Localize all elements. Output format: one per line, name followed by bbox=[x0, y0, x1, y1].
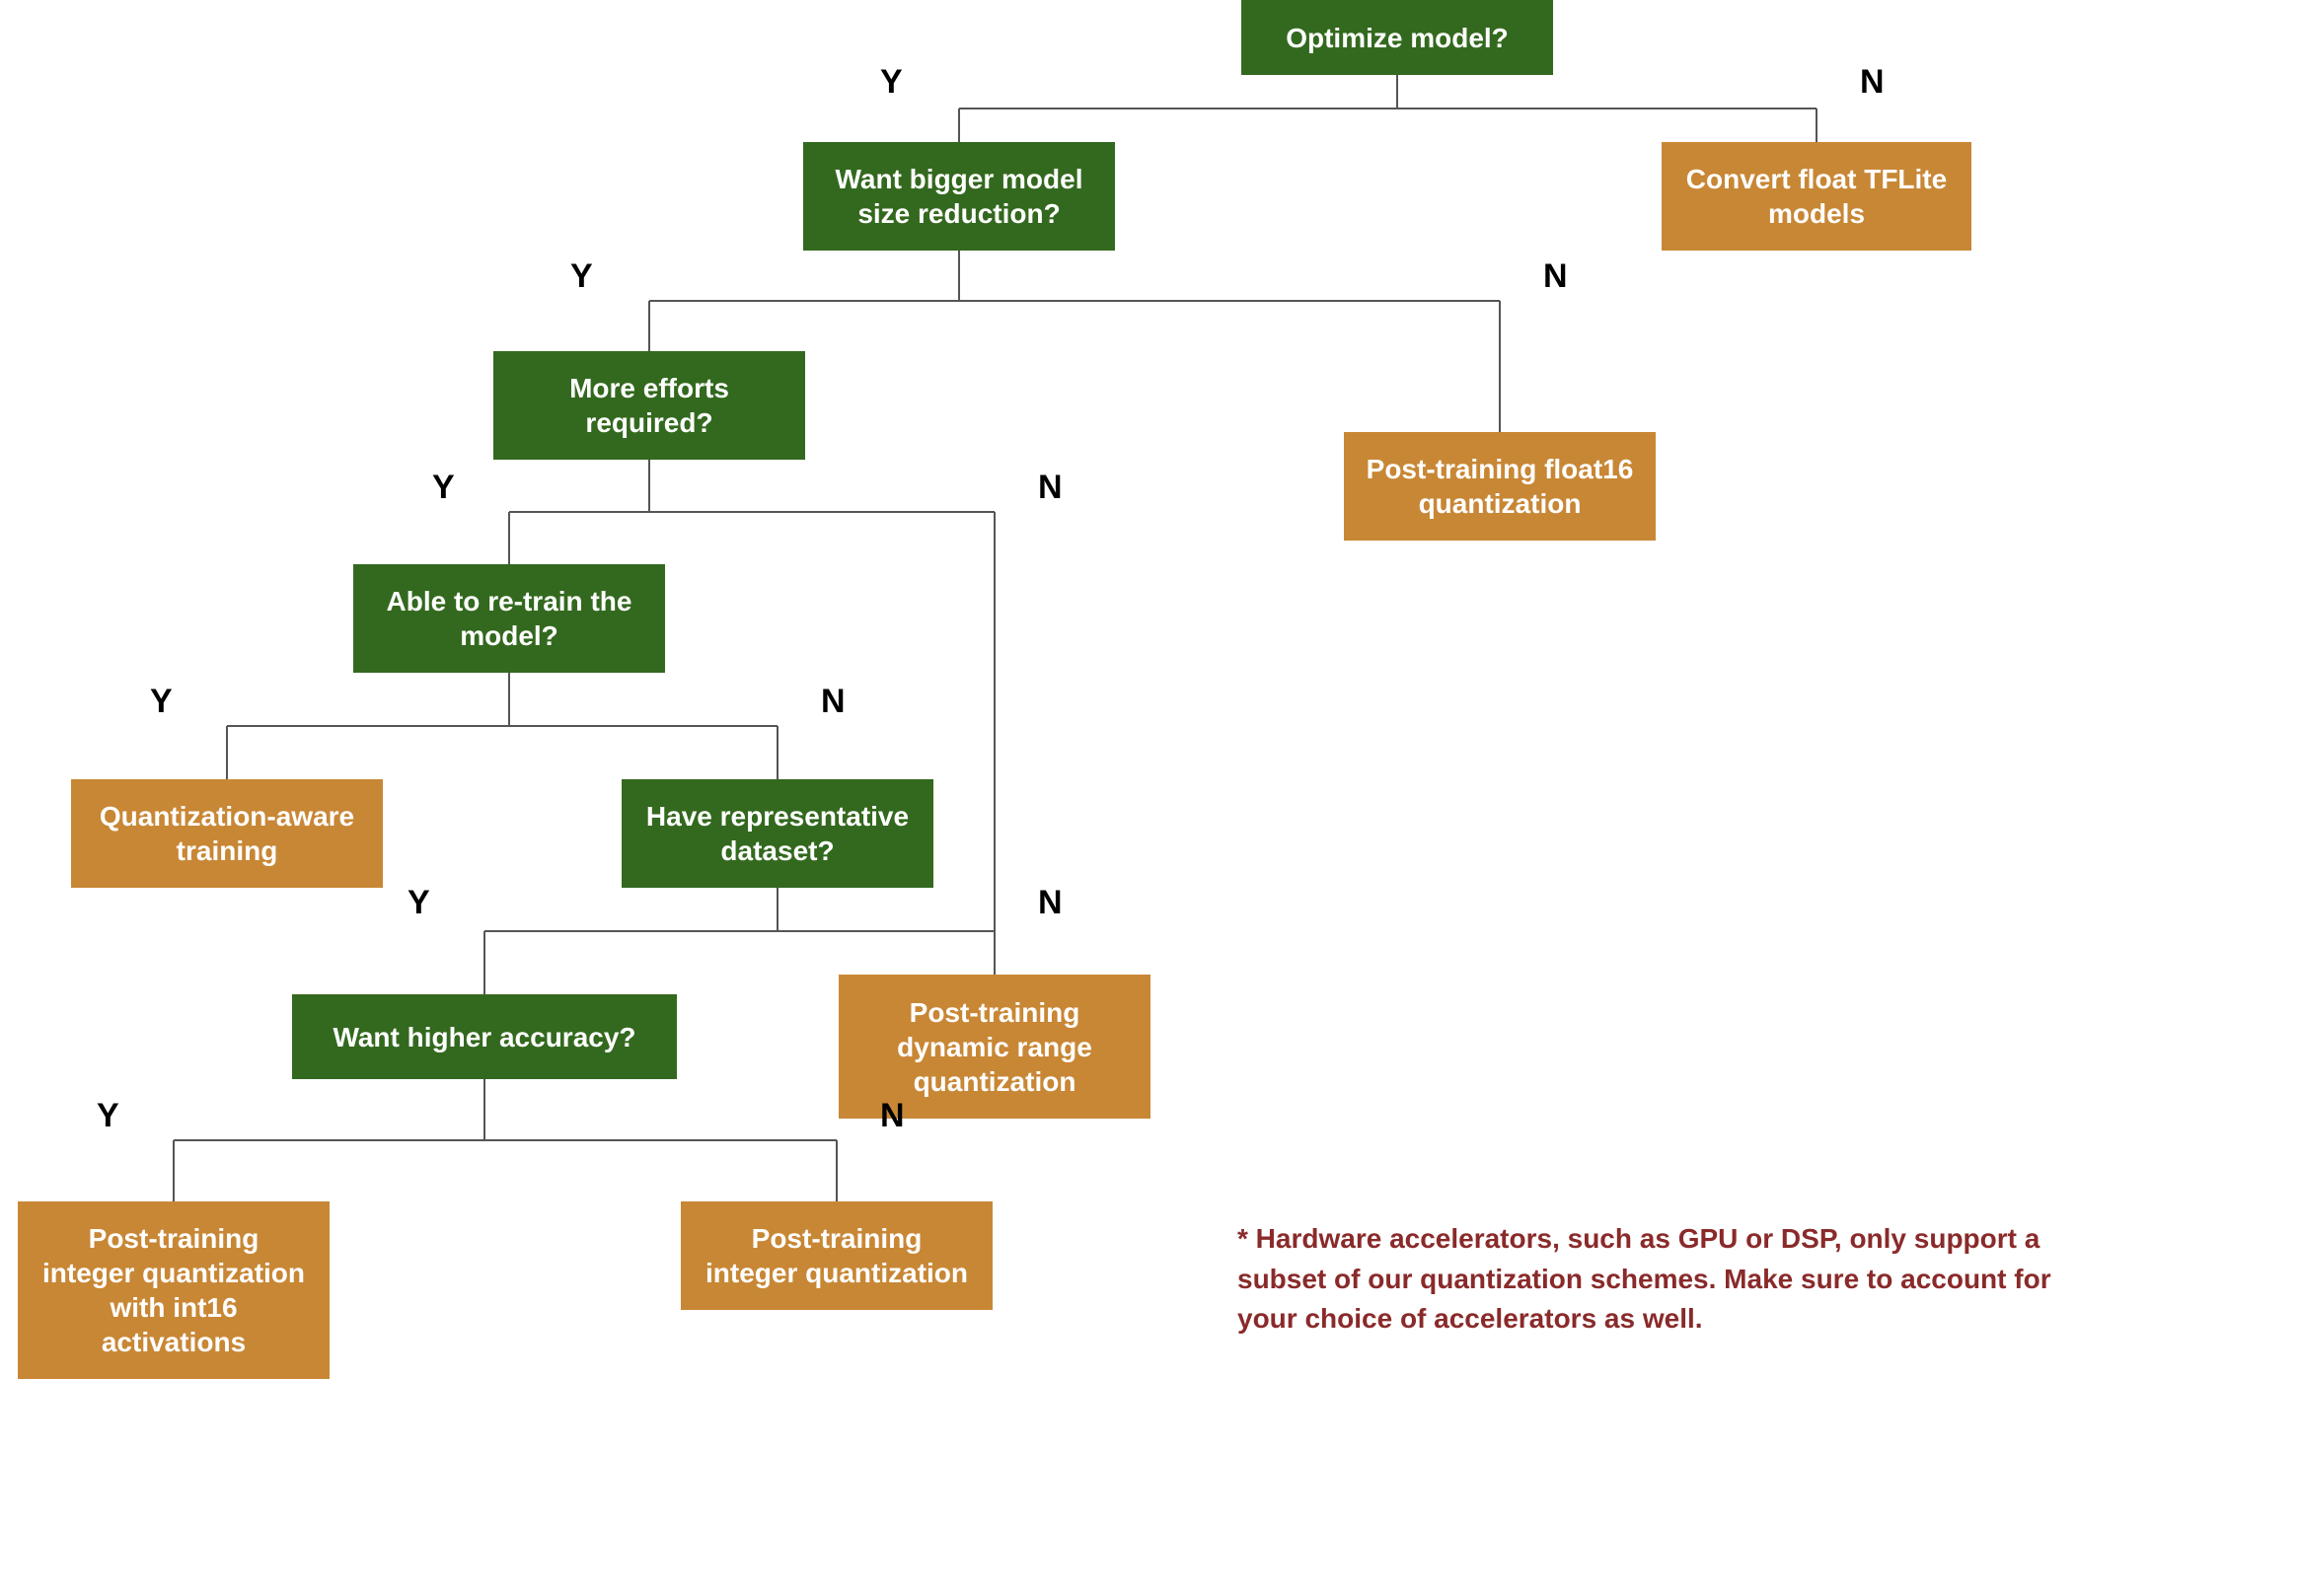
terminal-node-qat: Quantization-aware training bbox=[71, 779, 383, 888]
node-label: Post-training float16 quantization bbox=[1366, 452, 1634, 521]
node-label: Quantization-aware training bbox=[93, 799, 361, 868]
footnote: * Hardware accelerators, such as GPU or … bbox=[1237, 1219, 2056, 1340]
edge-label-n: N bbox=[1038, 884, 1063, 922]
edge-label-n: N bbox=[1038, 469, 1063, 507]
decision-node-optimize: Optimize model? bbox=[1241, 0, 1553, 75]
decision-node-accuracy: Want higher accuracy? bbox=[292, 994, 677, 1079]
node-label: More efforts required? bbox=[515, 371, 783, 440]
node-label: Convert float TFLite models bbox=[1683, 162, 1950, 231]
decision-node-efforts: More efforts required? bbox=[493, 351, 805, 460]
decision-node-retrain: Able to re-train the model? bbox=[353, 564, 665, 673]
node-label: Want bigger model size reduction? bbox=[825, 162, 1093, 231]
edge-label-y: Y bbox=[570, 257, 593, 296]
terminal-node-pt_float16: Post-training float16 quantization bbox=[1344, 432, 1656, 541]
node-label: Post-training integer quantization bbox=[703, 1221, 971, 1290]
edge-label-y: Y bbox=[408, 884, 430, 922]
node-label: Post-training dynamic range quantization bbox=[860, 995, 1129, 1099]
edge-label-n: N bbox=[880, 1097, 905, 1135]
edge-label-y: Y bbox=[432, 469, 455, 507]
flowchart-canvas: Optimize model? Want bigger model size re… bbox=[0, 0, 2299, 1596]
edge-label-y: Y bbox=[150, 683, 173, 721]
edge-label-n: N bbox=[1543, 257, 1568, 296]
node-label: Post-training integer quantization with … bbox=[39, 1221, 308, 1359]
decision-node-bigger: Want bigger model size reduction? bbox=[803, 142, 1115, 251]
terminal-node-pt_int_int16: Post-training integer quantization with … bbox=[18, 1201, 330, 1379]
edge-label-n: N bbox=[821, 683, 846, 721]
edge-label-n: N bbox=[1860, 63, 1885, 102]
terminal-node-pt_int: Post-training integer quantization bbox=[681, 1201, 993, 1310]
node-label: Optimize model? bbox=[1286, 21, 1509, 55]
node-label: Able to re-train the model? bbox=[375, 584, 643, 653]
edge-label-y: Y bbox=[880, 63, 903, 102]
edge-label-y: Y bbox=[97, 1097, 119, 1135]
node-label: Want higher accuracy? bbox=[333, 1020, 635, 1054]
node-label: Have representative dataset? bbox=[643, 799, 912, 868]
terminal-node-convert: Convert float TFLite models bbox=[1662, 142, 1971, 251]
decision-node-repdata: Have representative dataset? bbox=[622, 779, 933, 888]
